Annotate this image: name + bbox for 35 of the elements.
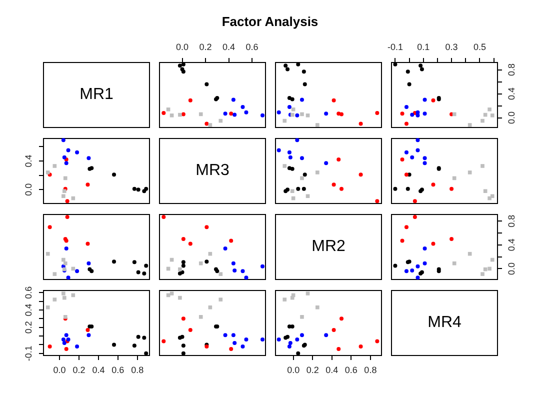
text: MR4 — [428, 314, 462, 332]
x-tick-label: 0.6 — [246, 42, 258, 52]
text: MR1 — [80, 86, 114, 104]
x-tick-label: 0.2 — [306, 364, 319, 375]
x-tick-label: 0.8 — [364, 364, 377, 375]
x-tick-label: 0.0 — [287, 364, 300, 375]
x-tick-label: 0.2 — [72, 364, 86, 375]
x-tick-label: 0.8 — [131, 364, 144, 375]
y-tick-label: 0.2 — [23, 321, 34, 334]
x-tick-label: 0.4 — [326, 364, 338, 375]
y-tick-label: 0.4 — [23, 154, 34, 168]
y-tick-label: 0.4 — [506, 238, 516, 252]
x-tick-label: 0.0 — [53, 364, 66, 375]
x-tick-label: 0.6 — [112, 364, 124, 375]
y-tick-label: 0.6 — [23, 286, 34, 299]
y-tick-label: 0.0 — [506, 262, 516, 275]
x-tick-label: 0.4 — [222, 42, 236, 52]
y-tick-label: 0.8 — [506, 214, 516, 228]
y-tick-label: 0.0 — [23, 183, 34, 196]
x-tick-label: 0.1 — [417, 42, 430, 52]
y-tick-label: -0.1 — [23, 346, 34, 362]
x-tick-label: 0.5 — [473, 42, 486, 52]
text: Factor Analysis — [222, 14, 318, 29]
x-tick-label: 0.0 — [176, 42, 189, 52]
text: MR3 — [196, 162, 230, 180]
y-tick-label: 0.4 — [506, 88, 516, 100]
x-tick-label: 0.2 — [199, 42, 212, 52]
x-tick-label: 0.4 — [92, 364, 105, 375]
x-tick-label: -0.1 — [387, 42, 403, 52]
x-tick-label: 0.3 — [445, 42, 458, 52]
x-tick-label: 0.6 — [344, 364, 358, 375]
y-tick-label: 0.4 — [23, 304, 34, 316]
y-tick-label: 0.8 — [506, 64, 516, 76]
text: MR2 — [312, 238, 346, 256]
y-tick-label: 0.0 — [506, 112, 516, 124]
